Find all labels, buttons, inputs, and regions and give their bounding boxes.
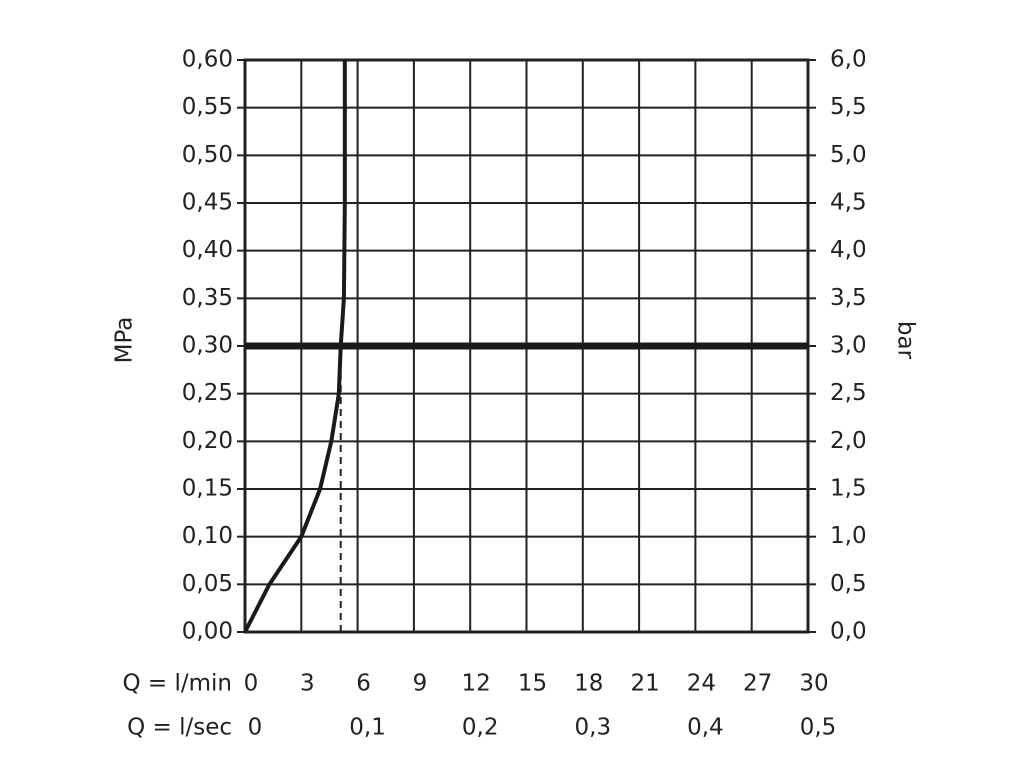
y-tick-label: 0,15 [182,476,233,502]
y-tick-label: 0,60 [182,47,233,73]
y2-tick-label: 3,5 [830,285,867,311]
y-tick-label: 0,30 [182,333,233,359]
y2-tick-label: 1,0 [830,523,867,549]
x2-tick-label: 0,2 [462,715,499,741]
y2-tick-label: 4,0 [830,237,867,263]
y2-tick-label: 0,0 [830,619,867,645]
y2-tick-label: 5,0 [830,142,867,168]
x2-tick-label: 0 [248,715,263,741]
x-tick-label: 3 [300,671,315,697]
y-tick-label: 0,45 [182,190,233,216]
y-tick-label: 0,00 [182,619,233,645]
y2-tick-label: 1,5 [830,476,867,502]
y-tick-label: 0,40 [182,237,233,263]
x-tick-label: 27 [743,671,772,697]
y-tick-label: 0,50 [182,142,233,168]
x-tick-label: 9 [413,671,428,697]
y2-tick-label: 5,5 [830,94,867,120]
y-tick-label: 0,05 [182,571,233,597]
y2-tick-label: 3,0 [830,333,867,359]
x-tick-label: 6 [356,671,371,697]
y-tick-label: 0,10 [182,523,233,549]
y2-tick-label: 2,0 [830,428,867,454]
y2-tick-label: 6,0 [830,47,867,73]
y-tick-label: 0,25 [182,380,233,406]
x-tick-label: 30 [799,671,828,697]
curve [243,60,347,633]
y-tick-label: 0,35 [182,285,233,311]
x2-axis-label: Q = l/sec [127,715,232,741]
y-axis-label: MPa [112,317,138,364]
y2-axis-label: bar [893,321,919,360]
x-tick-label: 18 [574,671,603,697]
y-tick-label: 0,55 [182,94,233,120]
x-tick-label: 15 [518,671,547,697]
y-tick-label: 0,20 [182,428,233,454]
y2-tick-label: 0,5 [830,571,867,597]
x-tick-label: 0 [244,671,259,697]
y2-tick-label: 2,5 [830,380,867,406]
x2-tick-label: 0,4 [687,715,724,741]
x2-tick-label: 0,3 [575,715,612,741]
x-tick-label: 21 [630,671,659,697]
x2-tick-label: 0,1 [349,715,386,741]
x2-tick-label: 0,5 [800,715,837,741]
x-tick-label: 24 [687,671,716,697]
y2-tick-label: 4,5 [830,190,867,216]
x-tick-label: 12 [462,671,491,697]
x-axis-label: Q = l/min [122,671,232,697]
